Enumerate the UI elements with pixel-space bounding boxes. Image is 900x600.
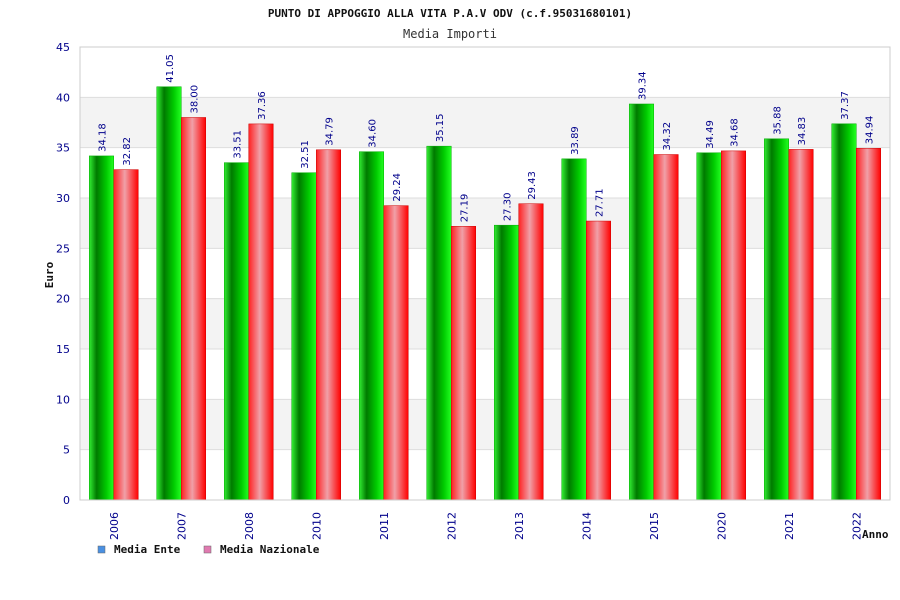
bar-media-nazionale-2012 <box>451 226 476 501</box>
legend-label-media-nazionale: Media Nazionale <box>220 543 320 556</box>
data-label-media-ente-2007: 41.05 <box>165 54 176 83</box>
x-tick-label-2015: 2015 <box>648 512 661 540</box>
legend-swatch-media-nazionale <box>203 545 212 554</box>
data-label-media-ente-2006: 34.18 <box>98 123 109 152</box>
bars <box>89 86 881 501</box>
data-label-media-nazionale-2020: 34.68 <box>730 118 741 147</box>
bar-media-ente-2008 <box>224 162 249 501</box>
bar-media-ente-2013 <box>494 224 519 501</box>
data-label-media-ente-2022: 37.37 <box>840 91 851 120</box>
y-axis-label: Euro <box>43 261 56 288</box>
x-tick-label-2020: 2020 <box>715 512 728 540</box>
bar-media-ente-2011 <box>359 151 384 501</box>
x-tick-label-2021: 2021 <box>783 512 796 540</box>
bar-media-ente-2014 <box>561 158 587 501</box>
legend-label-media-ente: Media Ente <box>114 543 181 556</box>
y-tick-label-10: 10 <box>56 393 70 406</box>
data-label-media-ente-2012: 35.15 <box>435 114 446 143</box>
data-label-media-ente-2015: 39.34 <box>638 71 649 100</box>
data-label-media-nazionale-2012: 27.19 <box>460 194 471 223</box>
data-label-media-nazionale-2008: 37.36 <box>257 91 268 120</box>
x-tick-label-2022: 2022 <box>850 512 863 540</box>
data-label-media-ente-2014: 33.89 <box>570 126 581 155</box>
data-label-media-nazionale-2021: 34.83 <box>797 117 808 146</box>
band-15 <box>80 298 890 349</box>
data-label-media-ente-2020: 34.49 <box>705 120 716 149</box>
bar-media-ente-2010 <box>291 172 317 501</box>
bar-media-nazionale-2022 <box>856 148 881 501</box>
data-label-media-nazionale-2022: 34.94 <box>865 116 876 145</box>
data-labels: 34.18 32.82 41.05 38.00 33.51 37.36 32.51 34.79… <box>98 54 876 222</box>
chart-title: PUNTO DI APPOGGIO ALLA VITA P.A.V ODV (c… <box>268 7 632 20</box>
bar-media-nazionale-2011 <box>383 205 409 501</box>
y-tick-label-0: 0 <box>63 494 70 507</box>
band-5 <box>80 399 890 450</box>
plot-frame <box>79 46 891 501</box>
legend: Media Ente Media Nazionale <box>97 543 320 556</box>
data-label-media-nazionale-2006: 32.82 <box>122 137 133 166</box>
x-axis-label: Anno <box>862 528 889 541</box>
x-tick-label-2007: 2007 <box>175 512 188 540</box>
x-tick-label-2006: 2006 <box>108 512 121 540</box>
band-30 <box>80 147 890 198</box>
y-tick-label-30: 30 <box>56 192 70 205</box>
bar-media-nazionale-2006 <box>113 169 139 501</box>
y-tick-label-15: 15 <box>56 343 70 356</box>
band-20 <box>80 248 890 299</box>
data-label-media-nazionale-2011: 29.24 <box>392 173 403 202</box>
bar-media-ente-2020 <box>696 152 722 501</box>
data-label-media-nazionale-2013: 29.43 <box>527 171 538 200</box>
x-tick-label-2012: 2012 <box>445 512 458 540</box>
x-tick-label-2014: 2014 <box>580 512 593 540</box>
x-tick-label-2010: 2010 <box>310 512 323 540</box>
bar-media-ente-2012 <box>426 145 452 501</box>
data-label-media-ente-2008: 33.51 <box>233 130 244 159</box>
data-label-media-ente-2011: 34.60 <box>368 119 379 148</box>
y-tick-label-40: 40 <box>56 91 70 104</box>
data-label-media-nazionale-2014: 27.71 <box>595 188 606 217</box>
y-tick-label-5: 5 <box>63 444 70 457</box>
band-40 <box>80 47 890 98</box>
data-label-media-nazionale-2007: 38.00 <box>190 85 201 114</box>
bar-media-nazionale-2020 <box>721 150 746 501</box>
bar-media-ente-2021 <box>764 138 789 501</box>
chart-subtitle: Media Importi <box>403 27 497 41</box>
bar-media-ente-2015 <box>629 103 654 501</box>
x-tick-label-2008: 2008 <box>243 512 256 540</box>
x-tick-label-2011: 2011 <box>378 512 391 540</box>
band-10 <box>80 349 890 400</box>
bar-media-nazionale-2014 <box>586 220 611 501</box>
bar-media-nazionale-2015 <box>653 154 679 501</box>
band-35 <box>80 97 890 148</box>
bar-media-ente-2007 <box>156 86 182 501</box>
plot-background <box>80 47 890 500</box>
y-axis-ticks: 0 5 10 15 20 25 30 35 40 45 <box>56 41 70 507</box>
bar-media-nazionale-2013 <box>518 203 544 501</box>
x-tick-label-2013: 2013 <box>513 512 526 540</box>
y-tick-label-45: 45 <box>56 41 70 54</box>
bar-media-nazionale-2010 <box>316 149 341 501</box>
data-label-media-nazionale-2015: 34.32 <box>662 122 673 151</box>
band-0 <box>80 449 890 500</box>
bar-media-ente-2006 <box>89 155 114 501</box>
y-tick-label-20: 20 <box>56 293 70 306</box>
data-label-media-nazionale-2010: 34.79 <box>325 117 336 146</box>
legend-swatch-media-ente <box>97 545 106 554</box>
data-label-media-ente-2013: 27.30 <box>503 193 514 222</box>
bar-media-nazionale-2007 <box>181 117 206 501</box>
x-axis-ticks: 2006 2007 2008 2010 2011 2012 2013 2014 2015 2020… <box>108 512 864 540</box>
bar-media-ente-2022 <box>831 123 857 501</box>
data-label-media-ente-2010: 32.51 <box>300 140 311 169</box>
bar-media-nazionale-2021 <box>788 149 814 501</box>
data-label-media-ente-2021: 35.88 <box>773 106 784 135</box>
y-tick-label-35: 35 <box>56 142 70 155</box>
band-25 <box>80 198 890 249</box>
y-tick-label-25: 25 <box>56 242 70 255</box>
bar-media-nazionale-2008 <box>248 123 274 501</box>
